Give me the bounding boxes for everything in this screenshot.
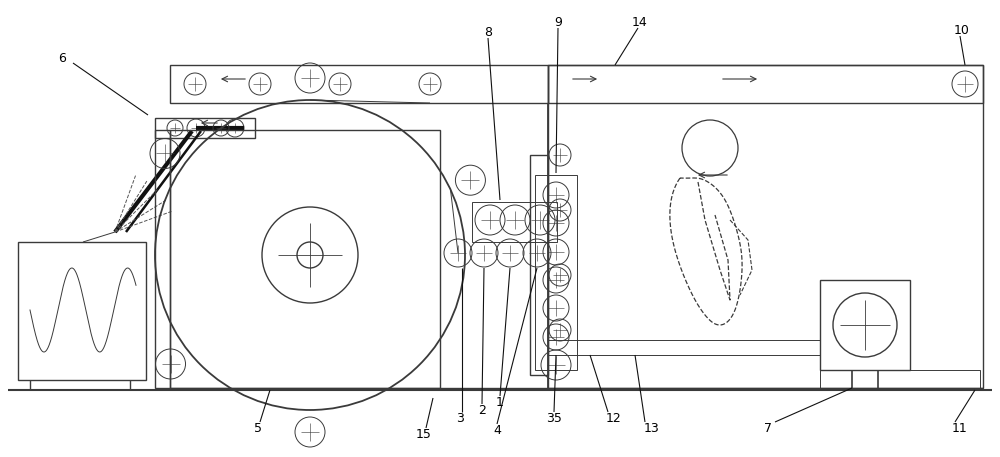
- Text: 7: 7: [764, 421, 772, 435]
- Bar: [548, 65, 983, 388]
- Bar: [170, 65, 548, 103]
- Text: 6: 6: [58, 52, 66, 64]
- Text: 14: 14: [632, 16, 648, 28]
- Text: 4: 4: [493, 424, 501, 436]
- Bar: [170, 130, 440, 388]
- Text: 8: 8: [484, 26, 492, 38]
- Bar: [530, 155, 548, 375]
- Text: 3: 3: [456, 411, 464, 425]
- Bar: [820, 280, 910, 370]
- Text: 10: 10: [954, 23, 970, 37]
- Text: 2: 2: [478, 404, 486, 416]
- Bar: [535, 175, 577, 370]
- Bar: [18, 242, 146, 380]
- Bar: [472, 202, 557, 242]
- Text: 11: 11: [952, 421, 968, 435]
- Text: 1: 1: [496, 395, 504, 409]
- Bar: [155, 130, 170, 388]
- Text: 5: 5: [254, 421, 262, 435]
- Bar: [820, 370, 980, 388]
- Text: 35: 35: [546, 411, 562, 425]
- Text: 13: 13: [644, 421, 660, 435]
- Text: 15: 15: [416, 429, 432, 441]
- Bar: [155, 118, 255, 138]
- Text: 12: 12: [606, 411, 622, 425]
- Bar: [548, 65, 983, 103]
- Text: 9: 9: [554, 16, 562, 28]
